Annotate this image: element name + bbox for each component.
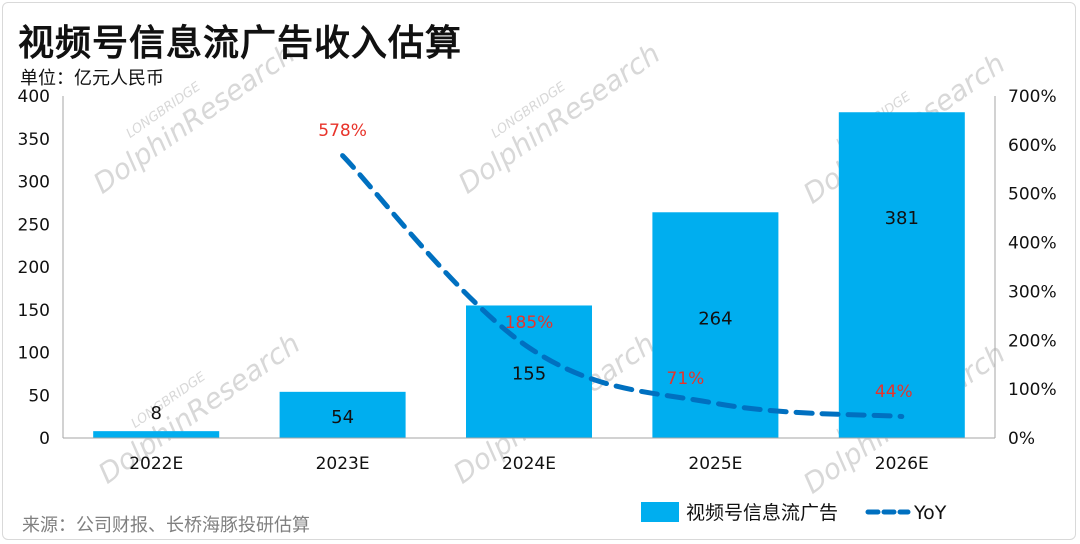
legend: 视频号信息流广告 YoY (641, 502, 947, 524)
left-tick-label: 350 (18, 130, 50, 150)
axes (62, 96, 996, 439)
bar-value-label: 381 (885, 208, 919, 229)
bar-value-label: 264 (698, 308, 732, 329)
x-axis-ticks: 2022E 2023E 2024E 2025E 2026E (129, 454, 929, 474)
unit-label: 单位：亿元人民币 (20, 68, 164, 89)
left-tick-label: 250 (18, 215, 50, 235)
bar (93, 431, 220, 438)
left-tick-label: 100 (18, 344, 50, 364)
x-tick-label: 2022E (129, 454, 183, 474)
right-tick-label: 100% (1008, 380, 1057, 400)
yoy-value-label: 71% (667, 369, 705, 389)
bar (652, 212, 779, 438)
right-axis-ticks: 0% 100% 200% 300% 400% 500% 600% 700% (1008, 87, 1057, 449)
right-tick-label: 0% (1008, 429, 1035, 449)
bar-labels: 8 54 155 264 381 (150, 208, 919, 428)
right-tick-label: 500% (1008, 185, 1057, 205)
left-tick-label: 0 (39, 429, 50, 449)
x-tick-label: 2024E (502, 454, 556, 474)
yoy-line (340, 153, 905, 420)
legend-line-label: YoY (913, 502, 947, 524)
left-tick-label: 50 (28, 386, 50, 406)
left-tick-label: 300 (18, 173, 50, 193)
left-tick-label: 200 (18, 258, 50, 278)
legend-bar-label: 视频号信息流广告 (686, 502, 838, 524)
yoy-labels: 578% 185% 71% 44% (318, 121, 912, 402)
yoy-value-label: 44% (875, 382, 913, 402)
legend-bar-swatch (641, 502, 679, 522)
right-tick-label: 300% (1008, 282, 1057, 302)
left-tick-label: 400 (18, 87, 50, 107)
x-tick-label: 2025E (688, 454, 742, 474)
x-tick-label: 2026E (875, 454, 929, 474)
left-axis-ticks: 0 50 100 150 200 250 300 350 400 (18, 87, 50, 449)
right-tick-label: 600% (1008, 136, 1057, 156)
watermark-name: DolphinResearch (92, 327, 306, 490)
yoy-value-label: 578% (318, 121, 367, 141)
bar-value-label: 54 (331, 407, 354, 428)
right-tick-label: 200% (1008, 331, 1057, 351)
bar-value-label: 155 (512, 364, 546, 385)
left-tick-label: 150 (18, 301, 50, 321)
x-tick-label: 2023E (316, 454, 370, 474)
yoy-line-group (340, 153, 905, 420)
watermark-name: DolphinResearch (452, 37, 666, 200)
bar (838, 112, 965, 439)
bar-value-label: 8 (150, 403, 161, 424)
bars (93, 112, 965, 439)
right-tick-label: 700% (1008, 87, 1057, 107)
right-tick-label: 400% (1008, 234, 1057, 254)
bar (279, 391, 406, 438)
source-note: 来源：公司财报、长桥海豚投研估算 (22, 515, 310, 536)
page-title: 视频号信息流广告收入估算 (18, 23, 463, 64)
yoy-value-label: 185% (505, 313, 554, 333)
